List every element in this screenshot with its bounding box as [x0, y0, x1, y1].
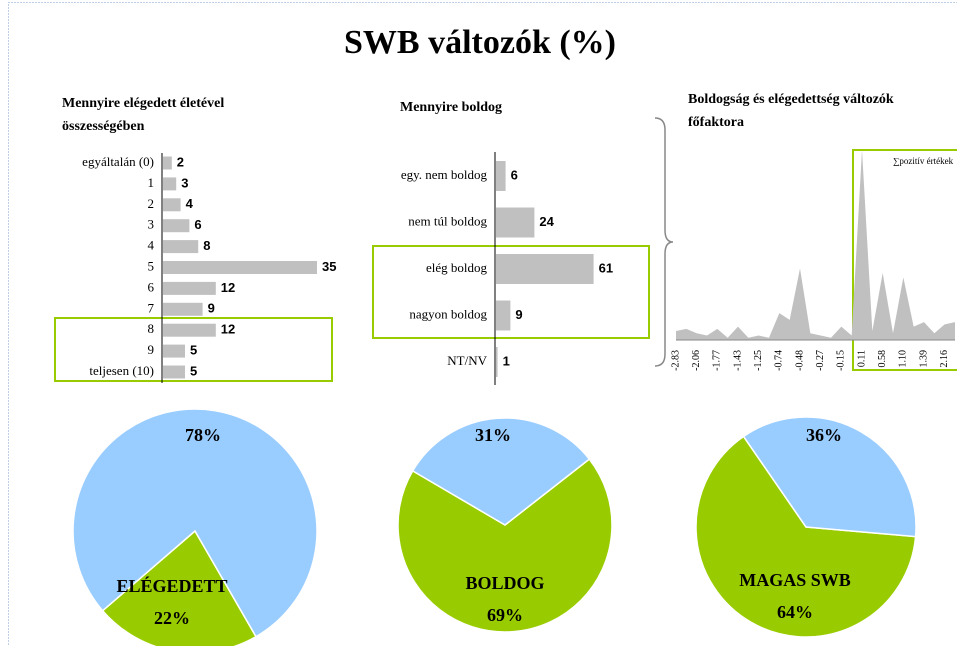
- chart-title: Mennyire elégedett életével összességébe…: [62, 96, 225, 134]
- slice-name: BOLDOG: [465, 573, 544, 593]
- page-title: SWB változók (%): [344, 24, 616, 61]
- bar: [163, 198, 181, 212]
- bar: [496, 254, 594, 284]
- value-label: 4: [186, 196, 194, 211]
- category-label: 1: [148, 175, 155, 190]
- pie-slice: [742, 416, 917, 538]
- x-tick-label: -1.43: [732, 350, 743, 371]
- highlight-box: [54, 317, 333, 382]
- value-label: 1: [503, 353, 510, 368]
- slide-border: [8, 2, 957, 646]
- category-label: 8: [148, 321, 155, 336]
- slice-value: 22%: [154, 608, 190, 628]
- pie-slice: [101, 529, 258, 646]
- category-label: 3: [148, 217, 155, 232]
- x-tick-label: 1.10: [898, 350, 909, 368]
- x-tick-label: -1.77: [712, 350, 723, 371]
- brace: [654, 117, 674, 367]
- highlight-box: [852, 149, 957, 371]
- pie-slice: [411, 417, 591, 526]
- slice-name: ELÉGEDETT: [116, 575, 227, 596]
- category-label: elég boldog: [426, 260, 488, 275]
- bar: [496, 347, 498, 377]
- category-label: nem túl boldog: [408, 213, 487, 228]
- chart-title: Boldogság és elégedettség változók főfak…: [688, 92, 894, 130]
- slice-value: 69%: [487, 605, 523, 625]
- pie-slice: [72, 408, 318, 638]
- x-tick-label: 2.16: [939, 350, 950, 368]
- annotation: ∑pozitív értékek: [893, 156, 954, 166]
- category-label: 5: [148, 258, 155, 273]
- bar: [163, 323, 216, 337]
- x-tick-label: 0.58: [877, 350, 888, 368]
- bar: [163, 219, 190, 233]
- x-tick-label: -0.15: [836, 350, 847, 371]
- category-label: 4: [148, 238, 155, 253]
- x-tick-label: -0.74: [774, 350, 785, 371]
- slice-value: 64%: [777, 602, 813, 622]
- bar: [163, 365, 185, 379]
- slice-value: 31%: [475, 425, 511, 445]
- category-label: egy. nem boldog: [401, 167, 488, 182]
- value-label: 6: [194, 217, 201, 232]
- value-label: 61: [599, 260, 613, 275]
- bar: [163, 156, 172, 170]
- x-tick-label: -1.25: [753, 350, 764, 371]
- x-tick-label: 1.39: [918, 350, 929, 368]
- category-label: nagyon boldog: [409, 306, 487, 321]
- bar: [163, 240, 199, 254]
- bar: [163, 281, 216, 295]
- category-label: 7: [148, 300, 155, 315]
- pie-slice: [397, 458, 613, 633]
- bar: [163, 261, 317, 274]
- pie-slice: [695, 435, 917, 638]
- value-label: 12: [221, 280, 235, 295]
- bar: [496, 161, 506, 191]
- value-label: 2: [177, 154, 184, 169]
- area: [676, 150, 955, 340]
- value-label: 3: [181, 175, 188, 190]
- value-label: 5: [190, 343, 197, 358]
- category-label: 6: [148, 279, 155, 294]
- slice-name: MAGAS SWB: [739, 570, 851, 590]
- value-label: 9: [208, 301, 215, 316]
- highlight-box: [372, 245, 650, 339]
- bar: [163, 344, 185, 358]
- x-tick-label: -0.48: [794, 350, 805, 371]
- x-tick-label: 0.11: [856, 350, 867, 367]
- bar: [496, 207, 535, 238]
- value-label: 9: [515, 307, 522, 322]
- x-tick-label: -0.27: [815, 350, 826, 371]
- value-label: 5: [190, 363, 197, 378]
- x-tick-label: -2.83: [670, 350, 681, 371]
- category-label: 9: [148, 342, 155, 357]
- category-label: NT/NV: [447, 353, 487, 368]
- value-label: 8: [203, 238, 210, 253]
- slice-value: 36%: [806, 425, 842, 445]
- category-label: egyáltalán (0): [82, 154, 154, 169]
- value-label: 24: [539, 214, 554, 229]
- value-label: 6: [511, 167, 518, 182]
- slice-value: 78%: [185, 425, 221, 445]
- category-label: teljesen (10): [89, 363, 154, 378]
- value-label: 35: [322, 259, 336, 274]
- bar: [163, 302, 203, 316]
- x-tick-label: -2.06: [691, 350, 702, 371]
- value-label: 12: [221, 322, 235, 337]
- bar: [163, 177, 177, 191]
- chart-title: Mennyire boldog: [400, 100, 503, 115]
- category-label: 2: [148, 196, 155, 211]
- bar: [496, 300, 511, 331]
